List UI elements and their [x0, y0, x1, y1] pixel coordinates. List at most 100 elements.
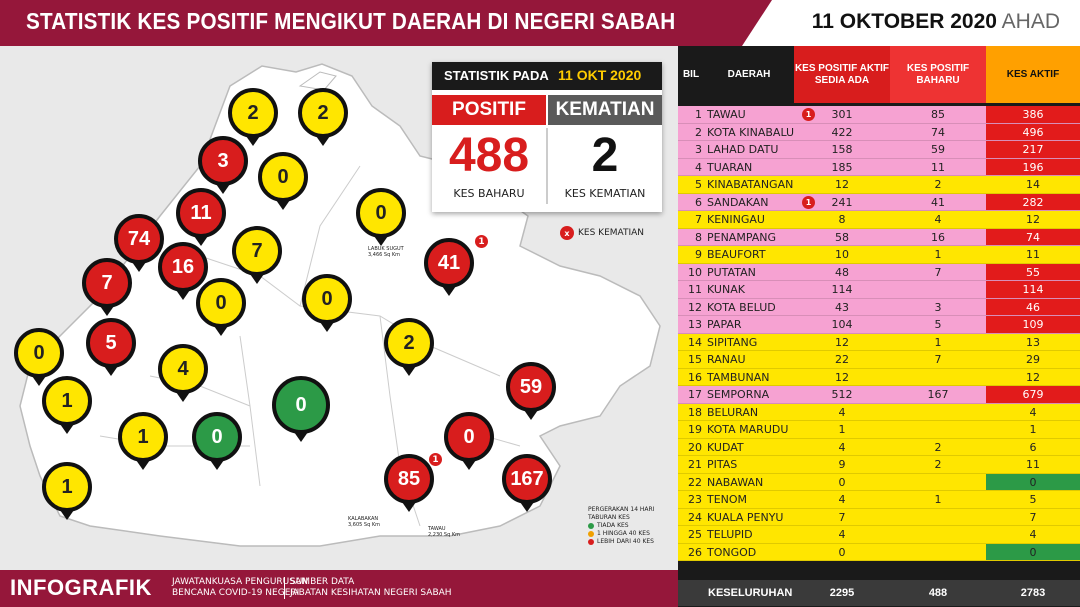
row-aktif-sedia-ada: 7 — [838, 510, 846, 524]
row-aktif-sedia-ada: 512 — [831, 388, 853, 401]
kes-aktif-cell-bg — [986, 438, 1080, 455]
footer-source-line-2: JABATAN KESIHATAN NEGERI SABAH — [290, 588, 452, 598]
row-daerah: TAMBUNAN — [707, 370, 770, 384]
table-row: 23 TENOM 4 1 5 — [678, 491, 1080, 509]
table-row: 14 SIPITANG 12 1 13 — [678, 333, 1080, 351]
row-aktif-sedia-ada: 12 — [835, 370, 849, 384]
map-pin-kuala-penyu: 0 — [14, 328, 64, 378]
red-dot-icon — [588, 539, 594, 545]
kes-aktif-cell-bg — [986, 421, 1080, 438]
row-baharu: 3 — [934, 300, 942, 314]
row-daerah: PENAMPANG — [707, 230, 777, 244]
map-pin-tongod: 0 — [272, 376, 330, 434]
district-table: BIL DAERAH KES POSITIF AKTIF SEDIA ADA K… — [678, 46, 1080, 607]
row-kes-aktif: 13 — [1026, 335, 1040, 349]
row-kes-aktif: 1 — [1029, 423, 1037, 436]
row-aktif-sedia-ada: 4 — [838, 440, 846, 454]
row-daerah: BEAUFORT — [707, 248, 766, 261]
header-baharu: KES POSITIF BAHARU — [890, 46, 986, 103]
header-aktif-sedia-ada: KES POSITIF AKTIF SEDIA ADA — [794, 46, 890, 103]
row-kes-aktif: 4 — [1029, 405, 1037, 419]
row-bil: 17 — [688, 388, 702, 401]
row-bil: 9 — [695, 248, 702, 261]
row-daerah: RANAU — [707, 353, 746, 366]
row-daerah: NABAWAN — [707, 475, 764, 489]
row-baharu: 1 — [934, 248, 942, 261]
pin-value: 7 — [101, 271, 113, 294]
row-aktif-sedia-ada: 4 — [838, 493, 846, 506]
row-bil: 22 — [688, 475, 702, 489]
row-aktif-sedia-ada: 4 — [838, 405, 846, 419]
table-row: 3 LAHAD DATU 158 59 217 — [678, 141, 1080, 159]
row-daerah: LAHAD DATU — [707, 143, 779, 156]
row-daerah: BELURAN — [707, 405, 759, 419]
trend-tiada-label: TIADA KES — [597, 522, 629, 529]
header-kes-aktif: KES AKTIF — [986, 46, 1080, 103]
row-aktif-sedia-ada: 104 — [831, 318, 853, 331]
row-baharu: 11 — [931, 160, 945, 174]
trend-title-2: TABURAN KES — [588, 514, 630, 521]
trend-row-hingga: 1 HINGGA 40 KES — [588, 530, 654, 538]
row-aktif-sedia-ada: 114 — [831, 283, 853, 296]
row-kes-aktif: 217 — [1022, 143, 1044, 156]
row-aktif-sedia-ada: 158 — [831, 143, 853, 156]
pin-value: 2 — [403, 331, 415, 354]
row-kes-aktif: 282 — [1022, 195, 1044, 209]
kes-aktif-cell-bg — [986, 211, 1080, 228]
death-legend: x KES KEMATIAN — [560, 226, 644, 240]
footer-org: JAWATANKUASA PENGURUSAN BENCANA COVID-19… — [172, 577, 308, 599]
row-bil: 2 — [695, 125, 702, 139]
trend-title-1: PERGERAKAN 14 HARI — [588, 506, 655, 513]
table-row: 15 RANAU 22 7 29 — [678, 351, 1080, 369]
table-row: 20 KUDAT 4 2 6 — [678, 438, 1080, 456]
date-text: 11 OKTOBER 2020 AHAD — [812, 10, 1060, 34]
pin-value: 1 — [61, 389, 73, 412]
area-label-kalabakan: KALABAKAN 3,605 Sq Km — [348, 516, 380, 528]
table-row: 18 BELURAN 4 4 — [678, 403, 1080, 421]
row-aktif-sedia-ada: 10 — [835, 248, 849, 261]
footer-brand: INFOGRAFIK — [10, 575, 152, 600]
trend-legend: PERGERAKAN 14 HARI TABURAN KES TIADA KES… — [588, 506, 654, 546]
row-aktif-sedia-ada: 422 — [831, 125, 853, 139]
footer-source-line-1: SUMBER DATA — [290, 577, 355, 587]
area-label-labuk-sugut: LABUK SUGUT 3,466 Sq Km — [368, 246, 404, 258]
area-label-tawau-2: TAWAU 2,230 Sq Km — [428, 526, 460, 538]
kes-aktif-cell-bg — [986, 193, 1080, 210]
row-bil: 19 — [688, 423, 702, 436]
row-kes-aktif: 12 — [1026, 370, 1040, 384]
table-row: 22 NABAWAN 0 0 — [678, 473, 1080, 491]
kes-aktif-cell-bg — [986, 106, 1080, 123]
table-row: 11 KUNAK 114 114 — [678, 281, 1080, 299]
row-baharu: 167 — [927, 388, 949, 401]
row-aktif-sedia-ada: 43 — [835, 300, 849, 314]
footer-org-line-2: BENCANA COVID-19 NEGERI — [172, 588, 300, 598]
row-bil: 4 — [695, 160, 702, 174]
trend-lebih-label: LEBIH DARI 40 KES — [597, 538, 654, 545]
table-row: 21 PITAS 9 2 11 — [678, 456, 1080, 474]
table-row: 2 KOTA KINABALU 422 74 496 — [678, 123, 1080, 141]
kes-aktif-cell-bg — [986, 351, 1080, 368]
table-row: 17 SEMPORNA 512 167 679 — [678, 386, 1080, 404]
row-bil: 24 — [688, 510, 702, 524]
map-pin-keningau: 4 — [158, 344, 208, 394]
stat-date: 11 OKT 2020 — [558, 67, 642, 83]
map-area: 2 2 3 0 11 0 74 7 16 41 1 7 0 0 0 5 2 4 … — [0, 46, 678, 570]
kes-aktif-cell-bg — [986, 123, 1080, 140]
death-marker-icon: 1 — [802, 108, 815, 121]
row-kes-aktif: 0 — [1029, 475, 1037, 489]
total-aktif: 2783 — [1020, 587, 1046, 599]
kes-aktif-cell-bg — [986, 456, 1080, 473]
table-row: 6 SANDAKAN 241 41 282 1 — [678, 193, 1080, 211]
row-kes-aktif: 29 — [1026, 353, 1040, 366]
page-title: STATISTIK KES POSITIF MENGIKUT DAERAH DI… — [26, 8, 676, 34]
row-daerah: TAWAU — [707, 108, 746, 121]
row-bil: 5 — [695, 178, 702, 191]
kes-aktif-cell-bg — [986, 228, 1080, 245]
yellow-dot-icon — [588, 531, 594, 537]
row-aktif-sedia-ada: 0 — [838, 545, 846, 559]
row-bil: 6 — [695, 195, 702, 209]
footer-org-line-1: JAWATANKUASA PENGURUSAN — [172, 577, 309, 587]
pin-value: 11 — [190, 201, 212, 224]
row-kes-aktif: 196 — [1022, 160, 1044, 174]
kematian-value: 2 — [591, 129, 619, 182]
